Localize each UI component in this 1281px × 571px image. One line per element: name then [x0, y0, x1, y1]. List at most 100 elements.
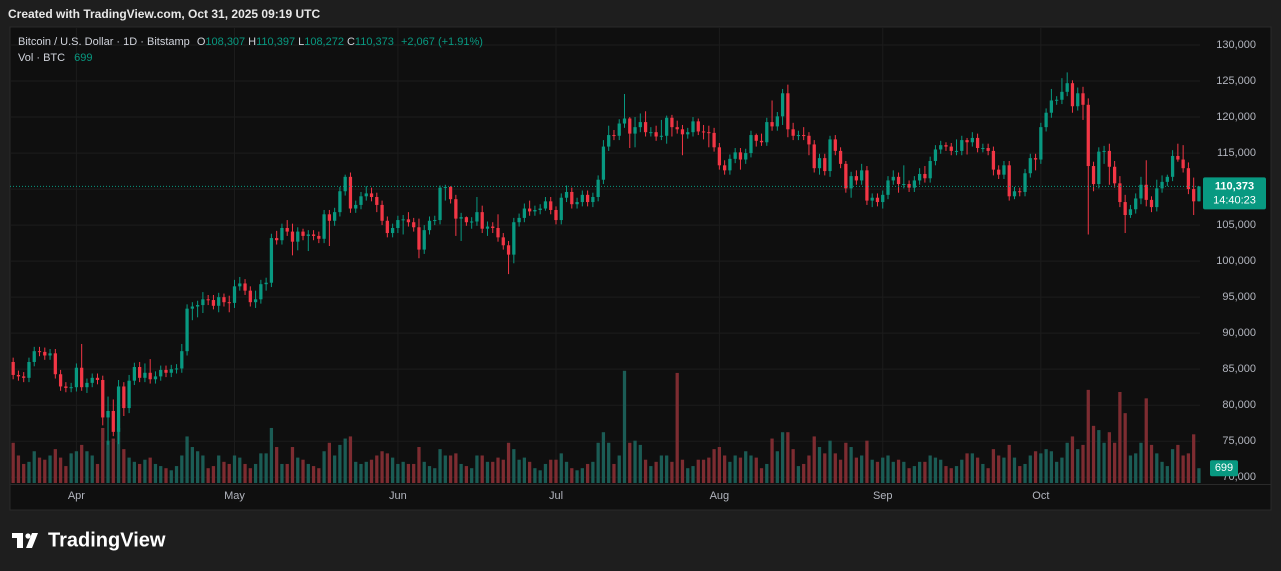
x-tick-label: Apr: [68, 490, 85, 502]
y-tick-label: 95,000: [1222, 291, 1256, 303]
y-tick-label: 85,000: [1222, 363, 1256, 375]
candle-body: [53, 353, 57, 375]
candle-body: [1060, 91, 1064, 100]
volume-bar: [591, 461, 595, 483]
candle-body: [607, 135, 611, 147]
candle-body: [116, 386, 121, 432]
candle-body: [37, 351, 42, 353]
candle-body: [775, 116, 779, 127]
candle-body: [986, 148, 990, 151]
candle-body: [891, 176, 895, 181]
volume-bar: [385, 453, 389, 483]
volume-bar: [1065, 442, 1069, 483]
candle-body: [854, 176, 859, 181]
ohlc: O108,307 H110,397 L108,272 C110,373: [193, 36, 394, 48]
y-tick-label: 120,000: [1216, 111, 1256, 123]
candle-body: [849, 176, 853, 189]
candle-body: [369, 193, 374, 198]
volume-bar: [301, 459, 305, 483]
volume-bar: [1055, 461, 1059, 483]
volume-bar: [796, 466, 801, 483]
volume-bar: [1033, 451, 1038, 483]
candle-body: [786, 93, 790, 130]
candle-body: [538, 208, 542, 210]
volume-bar: [470, 468, 474, 483]
candle-body: [354, 204, 358, 209]
volume-bar: [185, 436, 189, 483]
volume-bar: [375, 455, 379, 483]
volume-bar: [802, 463, 806, 483]
volume-bar: [717, 447, 721, 483]
candle-body: [559, 197, 563, 221]
candle-body: [1170, 155, 1175, 177]
volume-bar: [422, 461, 426, 483]
candle-body: [823, 158, 827, 172]
candle-body: [43, 351, 47, 356]
candle-body: [596, 179, 600, 198]
legend-value: 110,397: [256, 36, 296, 48]
volume-bar: [707, 457, 711, 483]
candle-body: [733, 152, 737, 159]
candle-body: [965, 140, 969, 143]
volume-bar: [174, 466, 179, 483]
candle-body: [512, 222, 516, 255]
y-tick-label: 100,000: [1216, 255, 1256, 267]
volume-bar: [369, 459, 374, 483]
candle-body: [691, 121, 695, 133]
candle-body: [1018, 191, 1022, 193]
volume-bar: [1149, 444, 1154, 483]
volume-bar: [438, 449, 442, 483]
volume-bar: [333, 455, 337, 483]
candle-body: [722, 165, 727, 171]
volume-title: Vol · BTC: [18, 52, 66, 64]
candle-body: [32, 351, 36, 362]
candle-body: [575, 202, 579, 205]
candle-body: [997, 169, 1001, 175]
candle-body: [364, 193, 368, 197]
candle-body: [333, 212, 337, 221]
volume-bar: [970, 453, 974, 483]
candle-body: [122, 386, 126, 409]
y-tick-label: 80,000: [1222, 399, 1256, 411]
volume-bar: [575, 470, 579, 483]
candle-body: [185, 308, 189, 352]
candle-body: [554, 209, 558, 221]
candle-body: [174, 368, 179, 370]
candle-body: [375, 197, 379, 205]
candle-body: [1002, 165, 1006, 175]
volume-bar: [1112, 442, 1117, 483]
labels: 70,00075,00080,00085,00090,00095,000100,…: [10, 39, 1266, 502]
volume-bar: [517, 459, 521, 483]
volume-bar: [838, 459, 843, 483]
candle-body: [138, 367, 142, 378]
volume-bar: [433, 468, 437, 483]
candle-body: [180, 351, 184, 369]
candle-body: [1065, 83, 1069, 92]
volume-bar: [744, 451, 748, 483]
volume-bar: [817, 447, 822, 483]
volume-bar: [733, 455, 737, 483]
y-tick-label: 115,000: [1217, 147, 1256, 159]
volume-bar: [269, 427, 274, 483]
volume-bar: [275, 447, 279, 483]
x-tick-label: Jun: [389, 490, 407, 502]
volume-bar: [844, 442, 848, 483]
volume-bar: [865, 440, 869, 483]
volume-bar: [327, 442, 332, 483]
candle-body: [227, 302, 231, 304]
volume-bar: [106, 440, 110, 483]
volume-bar: [253, 463, 258, 483]
volume-bar: [464, 466, 469, 483]
candle-body: [780, 93, 785, 117]
candle-body: [707, 132, 711, 134]
candle-body: [686, 132, 690, 135]
volume-bar: [807, 455, 811, 483]
candle-body: [865, 170, 869, 201]
volume-bar: [512, 449, 516, 483]
candle-body: [912, 180, 916, 188]
chart-panel: [9, 26, 1272, 511]
volume-bar: [153, 463, 158, 483]
volume-bar: [1102, 442, 1106, 483]
